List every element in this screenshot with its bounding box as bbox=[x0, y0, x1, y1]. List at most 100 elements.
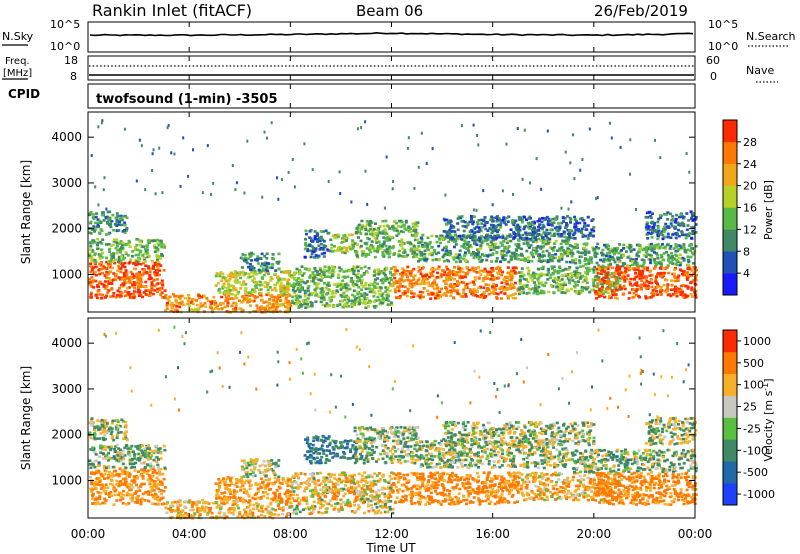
heatmap-cell bbox=[473, 242, 477, 246]
heatmap-cell bbox=[262, 262, 266, 266]
heatmap-cell bbox=[606, 247, 610, 251]
heatmap-cell bbox=[305, 303, 309, 306]
heatmap-cell bbox=[363, 297, 367, 301]
heatmap-cell bbox=[659, 262, 663, 266]
heatmap-cell bbox=[105, 267, 109, 270]
heatmap-cell bbox=[287, 308, 291, 312]
heatmap-cell bbox=[529, 217, 532, 220]
heatmap-cell bbox=[433, 295, 437, 298]
heatmap-cell bbox=[619, 287, 623, 291]
heatmap-cell bbox=[123, 214, 127, 218]
heatmap-cell bbox=[250, 271, 253, 274]
heatmap-cell bbox=[648, 253, 652, 257]
heatmap-cell bbox=[156, 495, 160, 499]
heatmap-cell bbox=[328, 271, 332, 274]
heatmap-cell bbox=[223, 305, 227, 309]
heatmap-cell bbox=[471, 222, 475, 226]
heatmap-cell bbox=[503, 219, 506, 223]
heatmap-cell bbox=[472, 287, 476, 291]
heatmap-cell bbox=[577, 228, 580, 231]
heatmap-cell bbox=[365, 223, 369, 226]
heatmap-cell bbox=[395, 221, 398, 225]
heatmap-cell bbox=[239, 287, 243, 290]
heatmap-cell bbox=[534, 252, 538, 255]
heatmap-cell bbox=[153, 250, 157, 254]
heatmap-cell bbox=[403, 291, 407, 295]
heatmap-cell bbox=[232, 285, 235, 288]
heatmap-cell bbox=[150, 479, 154, 482]
heatmap-cell bbox=[151, 502, 155, 505]
heatmap-cell bbox=[303, 292, 307, 295]
heatmap-cell bbox=[96, 223, 100, 227]
heatmap-cell bbox=[157, 468, 161, 472]
heatmap-cell bbox=[127, 493, 131, 496]
heatmap-cell bbox=[159, 467, 163, 471]
heatmap-cell bbox=[515, 228, 519, 232]
heatmap-cell bbox=[539, 245, 543, 249]
heatmap-cell bbox=[299, 280, 303, 284]
heatmap-cell bbox=[130, 479, 134, 483]
heatmap-cell bbox=[153, 495, 157, 499]
heatmap-cell bbox=[266, 304, 269, 308]
heatmap-cell bbox=[492, 278, 496, 282]
heatmap-cell bbox=[321, 230, 325, 233]
heatmap-cell bbox=[410, 291, 414, 295]
heatmap-cell bbox=[686, 224, 690, 227]
heatmap-cell bbox=[286, 286, 289, 290]
heatmap-cell bbox=[694, 275, 698, 279]
heatmap-cell bbox=[117, 472, 121, 476]
heatmap-cell bbox=[144, 271, 148, 274]
heatmap-cell bbox=[101, 119, 104, 123]
heatmap-cell bbox=[162, 489, 166, 493]
heatmap-cell bbox=[149, 468, 153, 471]
heatmap-cell bbox=[89, 293, 93, 296]
heatmap-cell bbox=[284, 298, 288, 302]
heatmap-cell bbox=[381, 281, 385, 284]
heatmap-cell bbox=[356, 269, 360, 273]
heatmap-cell bbox=[199, 305, 203, 308]
heatmap-cell bbox=[256, 262, 260, 265]
heatmap-cell bbox=[537, 267, 540, 271]
heatmap-cell bbox=[125, 491, 129, 495]
heatmap-cell bbox=[382, 253, 385, 257]
heatmap-cell bbox=[525, 238, 529, 242]
heatmap-cell bbox=[360, 227, 364, 231]
heatmap-cell bbox=[606, 291, 610, 294]
heatmap-cell bbox=[277, 197, 280, 201]
heatmap-cell bbox=[226, 291, 230, 295]
heatmap-cell bbox=[338, 269, 342, 273]
heatmap-cell bbox=[656, 282, 659, 286]
heatmap-cell bbox=[480, 253, 484, 256]
heatmap-cell bbox=[360, 288, 364, 291]
heatmap-cell bbox=[204, 305, 208, 308]
heatmap-cell bbox=[248, 252, 252, 256]
heatmap-cell bbox=[436, 296, 440, 300]
heatmap-cell bbox=[624, 250, 628, 253]
heatmap-cell bbox=[308, 236, 312, 239]
heatmap-cell bbox=[598, 288, 601, 292]
heatmap-cell bbox=[298, 272, 301, 276]
heatmap-cell bbox=[97, 476, 101, 480]
heatmap-cell bbox=[541, 267, 545, 271]
heatmap-cell bbox=[260, 305, 264, 308]
heatmap-cell bbox=[293, 271, 297, 275]
heatmap-cell bbox=[375, 286, 379, 290]
heatmap-cell bbox=[476, 222, 480, 226]
heatmap-cell bbox=[219, 302, 222, 305]
heatmap-cell bbox=[369, 250, 373, 254]
heatmap-cell bbox=[528, 237, 532, 241]
heatmap-cell bbox=[359, 232, 363, 235]
heatmap-cell bbox=[632, 248, 636, 251]
heatmap-cell bbox=[600, 251, 603, 255]
heatmap-cell bbox=[563, 217, 567, 220]
heatmap-cell bbox=[675, 258, 678, 262]
heatmap-cell bbox=[568, 276, 571, 279]
heatmap-cell bbox=[547, 290, 551, 294]
heatmap-cell bbox=[580, 255, 584, 258]
heatmap-cell bbox=[418, 257, 422, 261]
heatmap-cell bbox=[680, 291, 684, 295]
heatmap-cell bbox=[143, 499, 147, 502]
heatmap-cell bbox=[137, 285, 140, 288]
heatmap-cell bbox=[549, 273, 553, 277]
heatmap-cell bbox=[156, 287, 160, 291]
